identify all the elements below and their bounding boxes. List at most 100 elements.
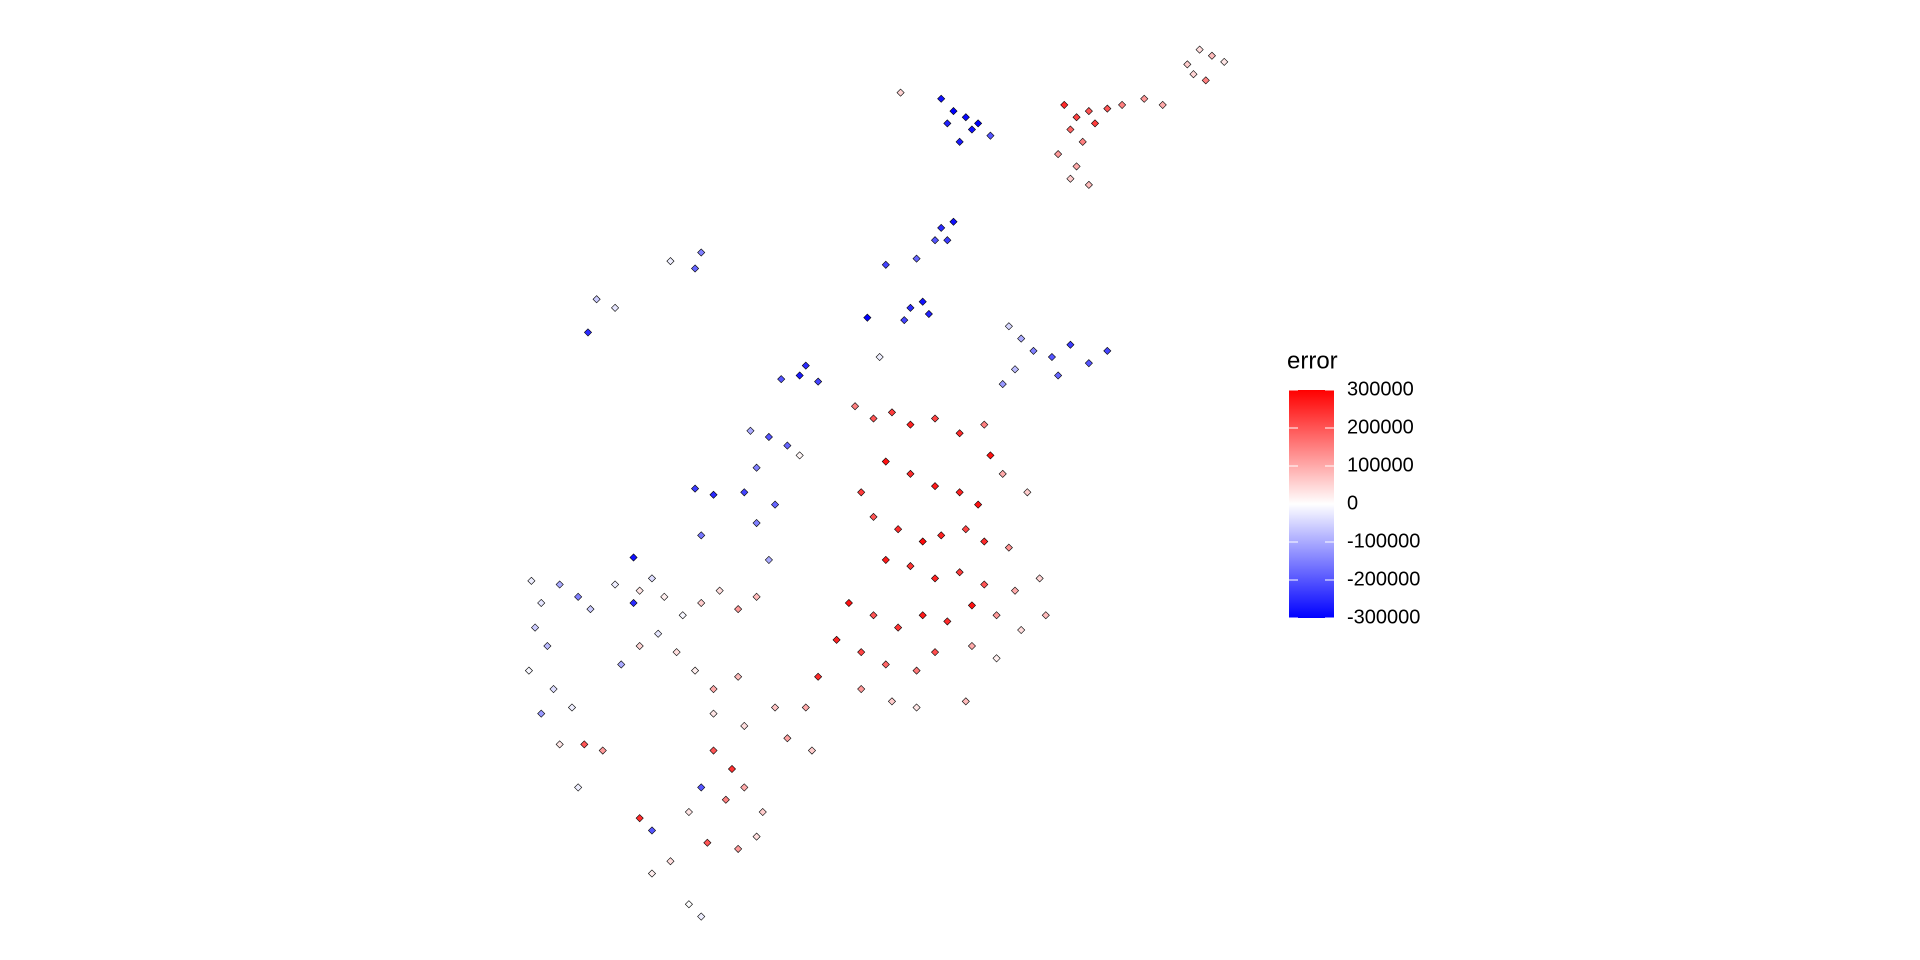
point [894,525,903,534]
point [647,869,657,878]
point [992,611,1001,620]
point [906,562,915,571]
point [666,857,675,866]
point [1078,137,1087,146]
point [894,623,903,632]
point [943,236,952,245]
point [758,808,767,817]
point [583,328,593,337]
point [814,377,823,386]
point [574,783,583,792]
point [531,623,540,632]
point [974,119,983,128]
point [647,574,657,583]
point [887,697,896,706]
point [1201,76,1210,85]
point [967,125,976,134]
point [896,88,905,97]
point [1220,57,1229,66]
point [931,574,940,583]
point [918,537,927,546]
point [764,432,773,441]
point [986,131,995,140]
point [592,295,601,304]
point [752,592,761,601]
point [857,488,866,497]
point [697,912,706,921]
point [961,113,970,122]
point [1140,94,1149,103]
point [617,660,626,669]
point [998,469,1007,478]
point [709,490,718,499]
point [647,826,657,835]
point [955,568,964,577]
point [740,721,749,730]
point [795,371,804,380]
point [654,629,663,638]
point [611,303,620,312]
point [943,119,952,128]
legend-label: 200000 [1347,416,1414,438]
point [937,94,946,103]
point [555,740,564,749]
point [709,746,718,755]
point [900,316,909,325]
point [795,451,804,460]
point [801,703,810,712]
point [771,703,780,712]
point [832,635,841,644]
legend-label: -100000 [1347,530,1420,552]
point [1004,543,1013,552]
point [1072,113,1081,122]
point [1183,60,1192,69]
point [906,420,915,429]
point [598,746,607,755]
legend-label: -300000 [1347,606,1420,628]
point [543,641,552,651]
point [844,598,853,607]
point [881,260,890,269]
point [967,601,976,610]
point [875,353,884,362]
point [783,734,792,743]
point [912,254,921,263]
point [980,420,989,429]
point [1090,119,1100,128]
point [574,592,583,601]
point [1010,586,1020,595]
point [961,697,970,706]
point [912,666,921,675]
point [924,309,933,319]
point [814,672,823,681]
point [629,553,638,562]
point [949,107,958,116]
point [986,451,995,460]
point [1158,100,1167,109]
point [684,808,693,817]
point [740,783,749,792]
point [1195,45,1204,54]
point [672,648,681,657]
point [980,580,989,589]
point [524,666,533,675]
point [635,586,644,595]
point [684,900,693,909]
point [537,598,546,607]
point [629,598,638,607]
point [1035,574,1044,583]
point [697,531,706,540]
point [709,685,718,694]
point [1084,180,1093,189]
point [1103,346,1112,355]
point [967,641,976,651]
point [949,217,958,226]
point [955,137,964,146]
point [691,484,700,493]
point [937,531,946,540]
point [881,457,890,466]
point [887,408,896,417]
point [1066,125,1075,134]
point [580,740,589,749]
